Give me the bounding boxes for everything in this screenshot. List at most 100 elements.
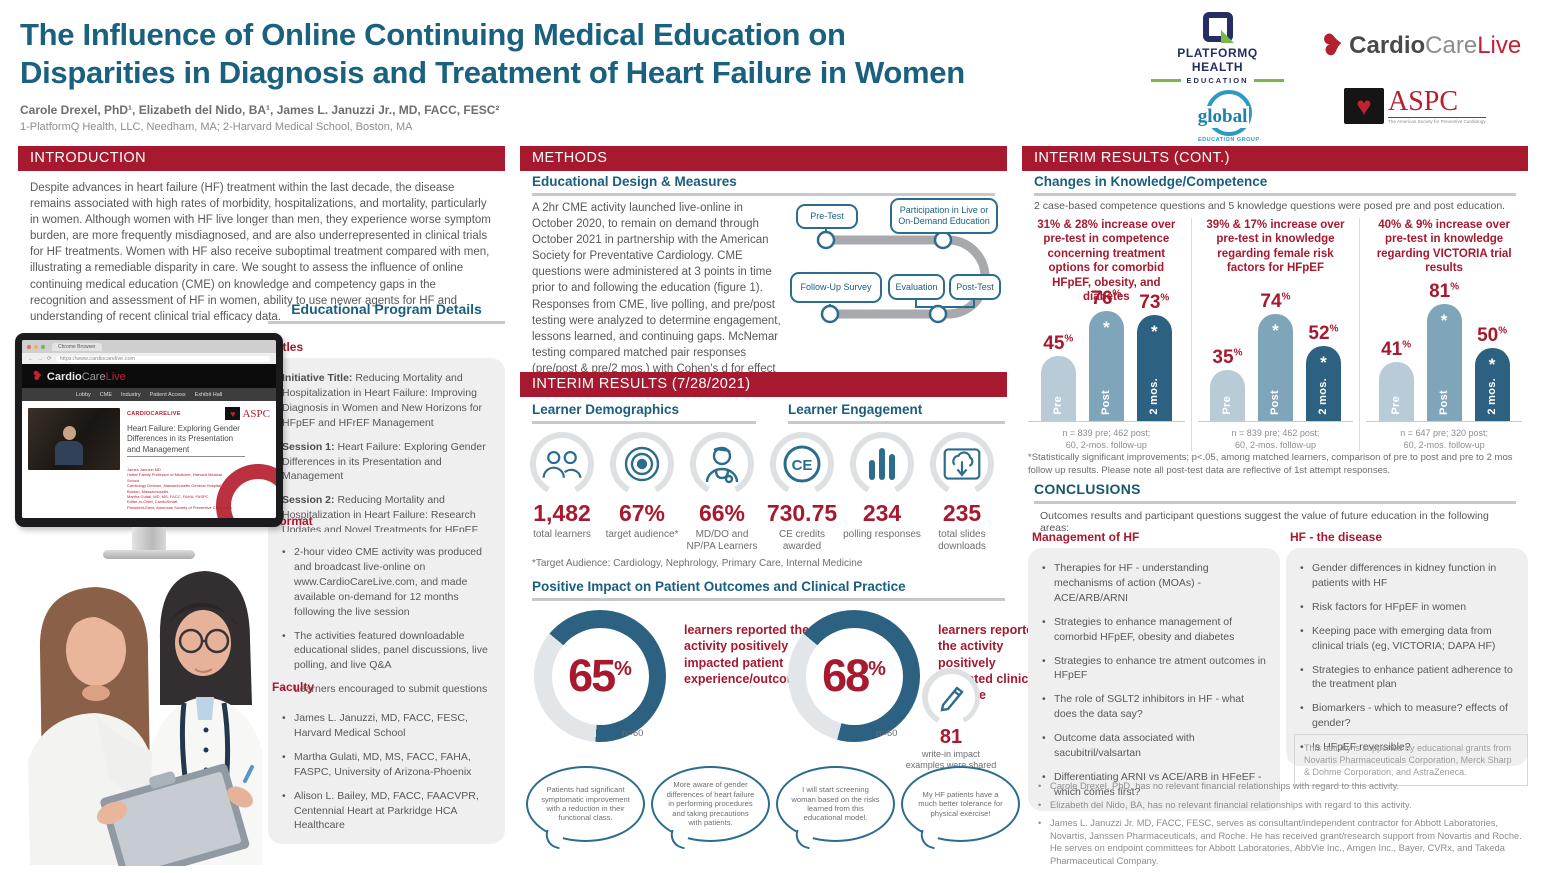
stat-label: polling responses bbox=[843, 529, 921, 540]
quote-bubble: I will start screening woman based on th… bbox=[776, 766, 895, 842]
brand-care: Care bbox=[81, 371, 106, 383]
disease-item: Gender differences in kidney function in… bbox=[1300, 561, 1514, 591]
bar-2-mos-: 50% * 2 mos. bbox=[1474, 326, 1510, 421]
stat-label: MD/DO and NP/PA Learners bbox=[686, 529, 758, 552]
platformq-q-icon bbox=[1202, 12, 1233, 42]
donut-value: 68% bbox=[822, 650, 886, 701]
chart-headline: 40% & 9% increase over pre-test in knowl… bbox=[1376, 219, 1512, 275]
conclusions-intro: Outcomes results and participant questio… bbox=[1040, 510, 1489, 534]
chart-footnote: *Statistically significant improvements;… bbox=[1028, 452, 1513, 476]
ccl-live: Live bbox=[1477, 32, 1522, 59]
disclosure-item: Carole Drexel, PhD, has no relevant fina… bbox=[1038, 780, 1534, 793]
support-note: This activity is supported by educationa… bbox=[1294, 734, 1528, 787]
poster-title: The Influence of Online Continuing Medic… bbox=[20, 16, 1135, 92]
target-icon bbox=[610, 432, 674, 496]
stat-label: CE credits awarded bbox=[778, 529, 826, 552]
global-sub: EDUCATION GROUP bbox=[1198, 137, 1260, 143]
significance-star: * bbox=[1440, 311, 1448, 330]
bar-pre: 35% Pre bbox=[1209, 347, 1245, 421]
target-audience-note: *Target Audience: Cardiology, Nephrology… bbox=[532, 558, 863, 569]
donut-caption: learners reported the activity positivel… bbox=[684, 623, 812, 686]
bar-value: 45% bbox=[1043, 333, 1074, 354]
nav-lobby: Lobby bbox=[75, 391, 91, 398]
bar-2-mos-: 73% * 2 mos. bbox=[1136, 293, 1172, 421]
disclosure-item: James L. Januzzi Jr. MD, FACC, FESC, ser… bbox=[1038, 817, 1534, 867]
management-box: Therapies for HF - understanding mechani… bbox=[1028, 548, 1280, 811]
faculty-item: Alison L. Bailey, MD, FACC, FAACVPR, Cen… bbox=[282, 789, 491, 834]
cardiocarelive-logo: ❥ CardioCareLive bbox=[1317, 27, 1522, 64]
global-word: global bbox=[1195, 106, 1250, 128]
format-item: The activities featured downloadable edu… bbox=[282, 629, 491, 674]
significance-star: * bbox=[1320, 353, 1327, 372]
writein-value: 81 bbox=[939, 726, 963, 748]
nav-exhibit-hall: Exhibit Hall bbox=[194, 391, 223, 398]
stat-label: total slides downloads bbox=[938, 529, 986, 552]
brand-cardio: Cardio bbox=[46, 371, 82, 383]
knowledge-heading-block: Changes in Knowledge/Competence bbox=[1034, 174, 1516, 196]
stat-value: 66% bbox=[698, 500, 746, 526]
heart-icon: ❥ bbox=[1317, 27, 1348, 64]
chart-risk-factors: 39% & 17% increase over pre-test in know… bbox=[1190, 218, 1360, 452]
writein-label: write-in impact examples were shared bbox=[905, 749, 997, 771]
methods-heading: Educational Design & Measures bbox=[532, 174, 737, 189]
video-thumbnail bbox=[28, 408, 120, 470]
flow-evaluation: Evaluation bbox=[888, 274, 945, 300]
impact-heading: Positive Impact on Patient Outcomes and … bbox=[532, 579, 906, 594]
flow-pre-test: Pre-Test bbox=[796, 204, 858, 229]
affiliations: 1-PlatformQ Health, LLC, Needham, MA; 2-… bbox=[20, 121, 413, 133]
donut-n-label: n=60 bbox=[876, 728, 898, 739]
faculty-label: Faculty bbox=[272, 680, 315, 694]
webinar-title: Heart Failure: Exploring Gender Differen… bbox=[127, 424, 245, 458]
methods-body: A 2hr CME activity launched live-online … bbox=[532, 202, 781, 391]
bar-category-label: 2 mos. bbox=[1148, 378, 1161, 415]
engagement-heading: Learner Engagement bbox=[788, 402, 923, 417]
quote-bubble: More aware of gender differences of hear… bbox=[651, 766, 770, 842]
title-item: Session 1: Heart Failure: Exploring Gend… bbox=[282, 440, 486, 483]
bar-group: 45% Pre 76% * Post 73% * 2 mos. bbox=[1028, 278, 1185, 422]
chart-n-note: n = 839 pre; 462 post; 60, 2-mos. follow-… bbox=[1062, 428, 1151, 451]
management-label: Management of HF bbox=[1032, 530, 1140, 544]
stat-value: 730.75 bbox=[766, 500, 838, 526]
stat-value: 234 bbox=[862, 500, 902, 526]
platformq-health-logo: PLATFORMQ HEALTH EDUCATION bbox=[1150, 12, 1285, 85]
browser-url-bar: ← → ⟳ https://www.cardiocarelive.com bbox=[22, 353, 276, 364]
faculty-box: James L. Januzzi, MD, FACC, FESC, Harvar… bbox=[268, 698, 505, 845]
site-nav: Lobby CME Industry Patient Access Exhibi… bbox=[22, 388, 276, 401]
ccl-cardio: Cardio bbox=[1349, 32, 1426, 59]
mini-cardiocarelive-logo: CARDIOCARELIVE bbox=[127, 411, 181, 417]
engagement-heading-block: Learner Engagement bbox=[788, 402, 1005, 424]
stat-total-learners: 1,482 total learners bbox=[522, 432, 602, 553]
bar-post: 74% * Post bbox=[1257, 292, 1293, 421]
bar-value: 35% bbox=[1212, 347, 1243, 368]
donut-n-label: n=60 bbox=[622, 728, 644, 739]
stat-target-audience: 67% target audience* bbox=[602, 432, 682, 553]
bar-group: 41% Pre 81% * Post 50% * 2 mos. bbox=[1366, 278, 1522, 422]
stat-value: 67% bbox=[618, 500, 666, 526]
aspc-name: ASPC bbox=[1388, 86, 1459, 117]
flow-post-test: Post-Test bbox=[949, 274, 1001, 300]
conclusions-heading-block: CONCLUSIONS bbox=[1034, 481, 1516, 504]
site-content: CARDIOCARELIVE ♥ ASPC Heart Failure: Expl… bbox=[22, 401, 276, 518]
disclosure-item: Elizabeth del Nido, BA, has no relevant … bbox=[1038, 799, 1534, 812]
bar-2-mos-: 52% * 2 mos. bbox=[1305, 324, 1341, 421]
chart-headline: 39% & 17% increase over pre-test in know… bbox=[1206, 219, 1345, 275]
bar-value: 81% bbox=[1429, 281, 1460, 302]
bar-category-label: 2 mos. bbox=[1317, 378, 1330, 415]
chart-n-note: n = 647 pre; 320 post; 60, 2-mos. follow-… bbox=[1400, 428, 1489, 451]
faculty-item: Martha Gulati, MD, MS, FACC, FAHA, FASPC… bbox=[282, 750, 491, 780]
bar-pre: 45% Pre bbox=[1040, 333, 1076, 421]
learner-quotes: Patients had significant symptomatic imp… bbox=[526, 766, 1020, 842]
monitor-screenshot: Chrome Browser ← → ⟳ https://www.cardiocar… bbox=[15, 333, 283, 527]
stat-label: total learners bbox=[533, 529, 591, 540]
knowledge-charts: 31% & 28% increase over pre-test in comp… bbox=[1022, 218, 1528, 452]
significance-star: * bbox=[1151, 322, 1158, 341]
brand-live: Live bbox=[105, 371, 126, 383]
disease-item: Strategies to enhance patient adherence … bbox=[1300, 663, 1514, 693]
site-header: ❥ CardioCareLive bbox=[22, 364, 276, 388]
management-item: Strategies to enhance management of como… bbox=[1042, 615, 1266, 645]
stat-polling: 234 polling responses bbox=[842, 432, 922, 553]
mini-aspc-name: ASPC bbox=[242, 407, 270, 420]
stat-ce-credits: CE 730.75 CE credits awarded bbox=[762, 432, 842, 553]
disease-item: Risk factors for HFpEF in women bbox=[1300, 600, 1514, 615]
knowledge-intro: 2 case-based competence questions and 5 … bbox=[1034, 200, 1506, 212]
